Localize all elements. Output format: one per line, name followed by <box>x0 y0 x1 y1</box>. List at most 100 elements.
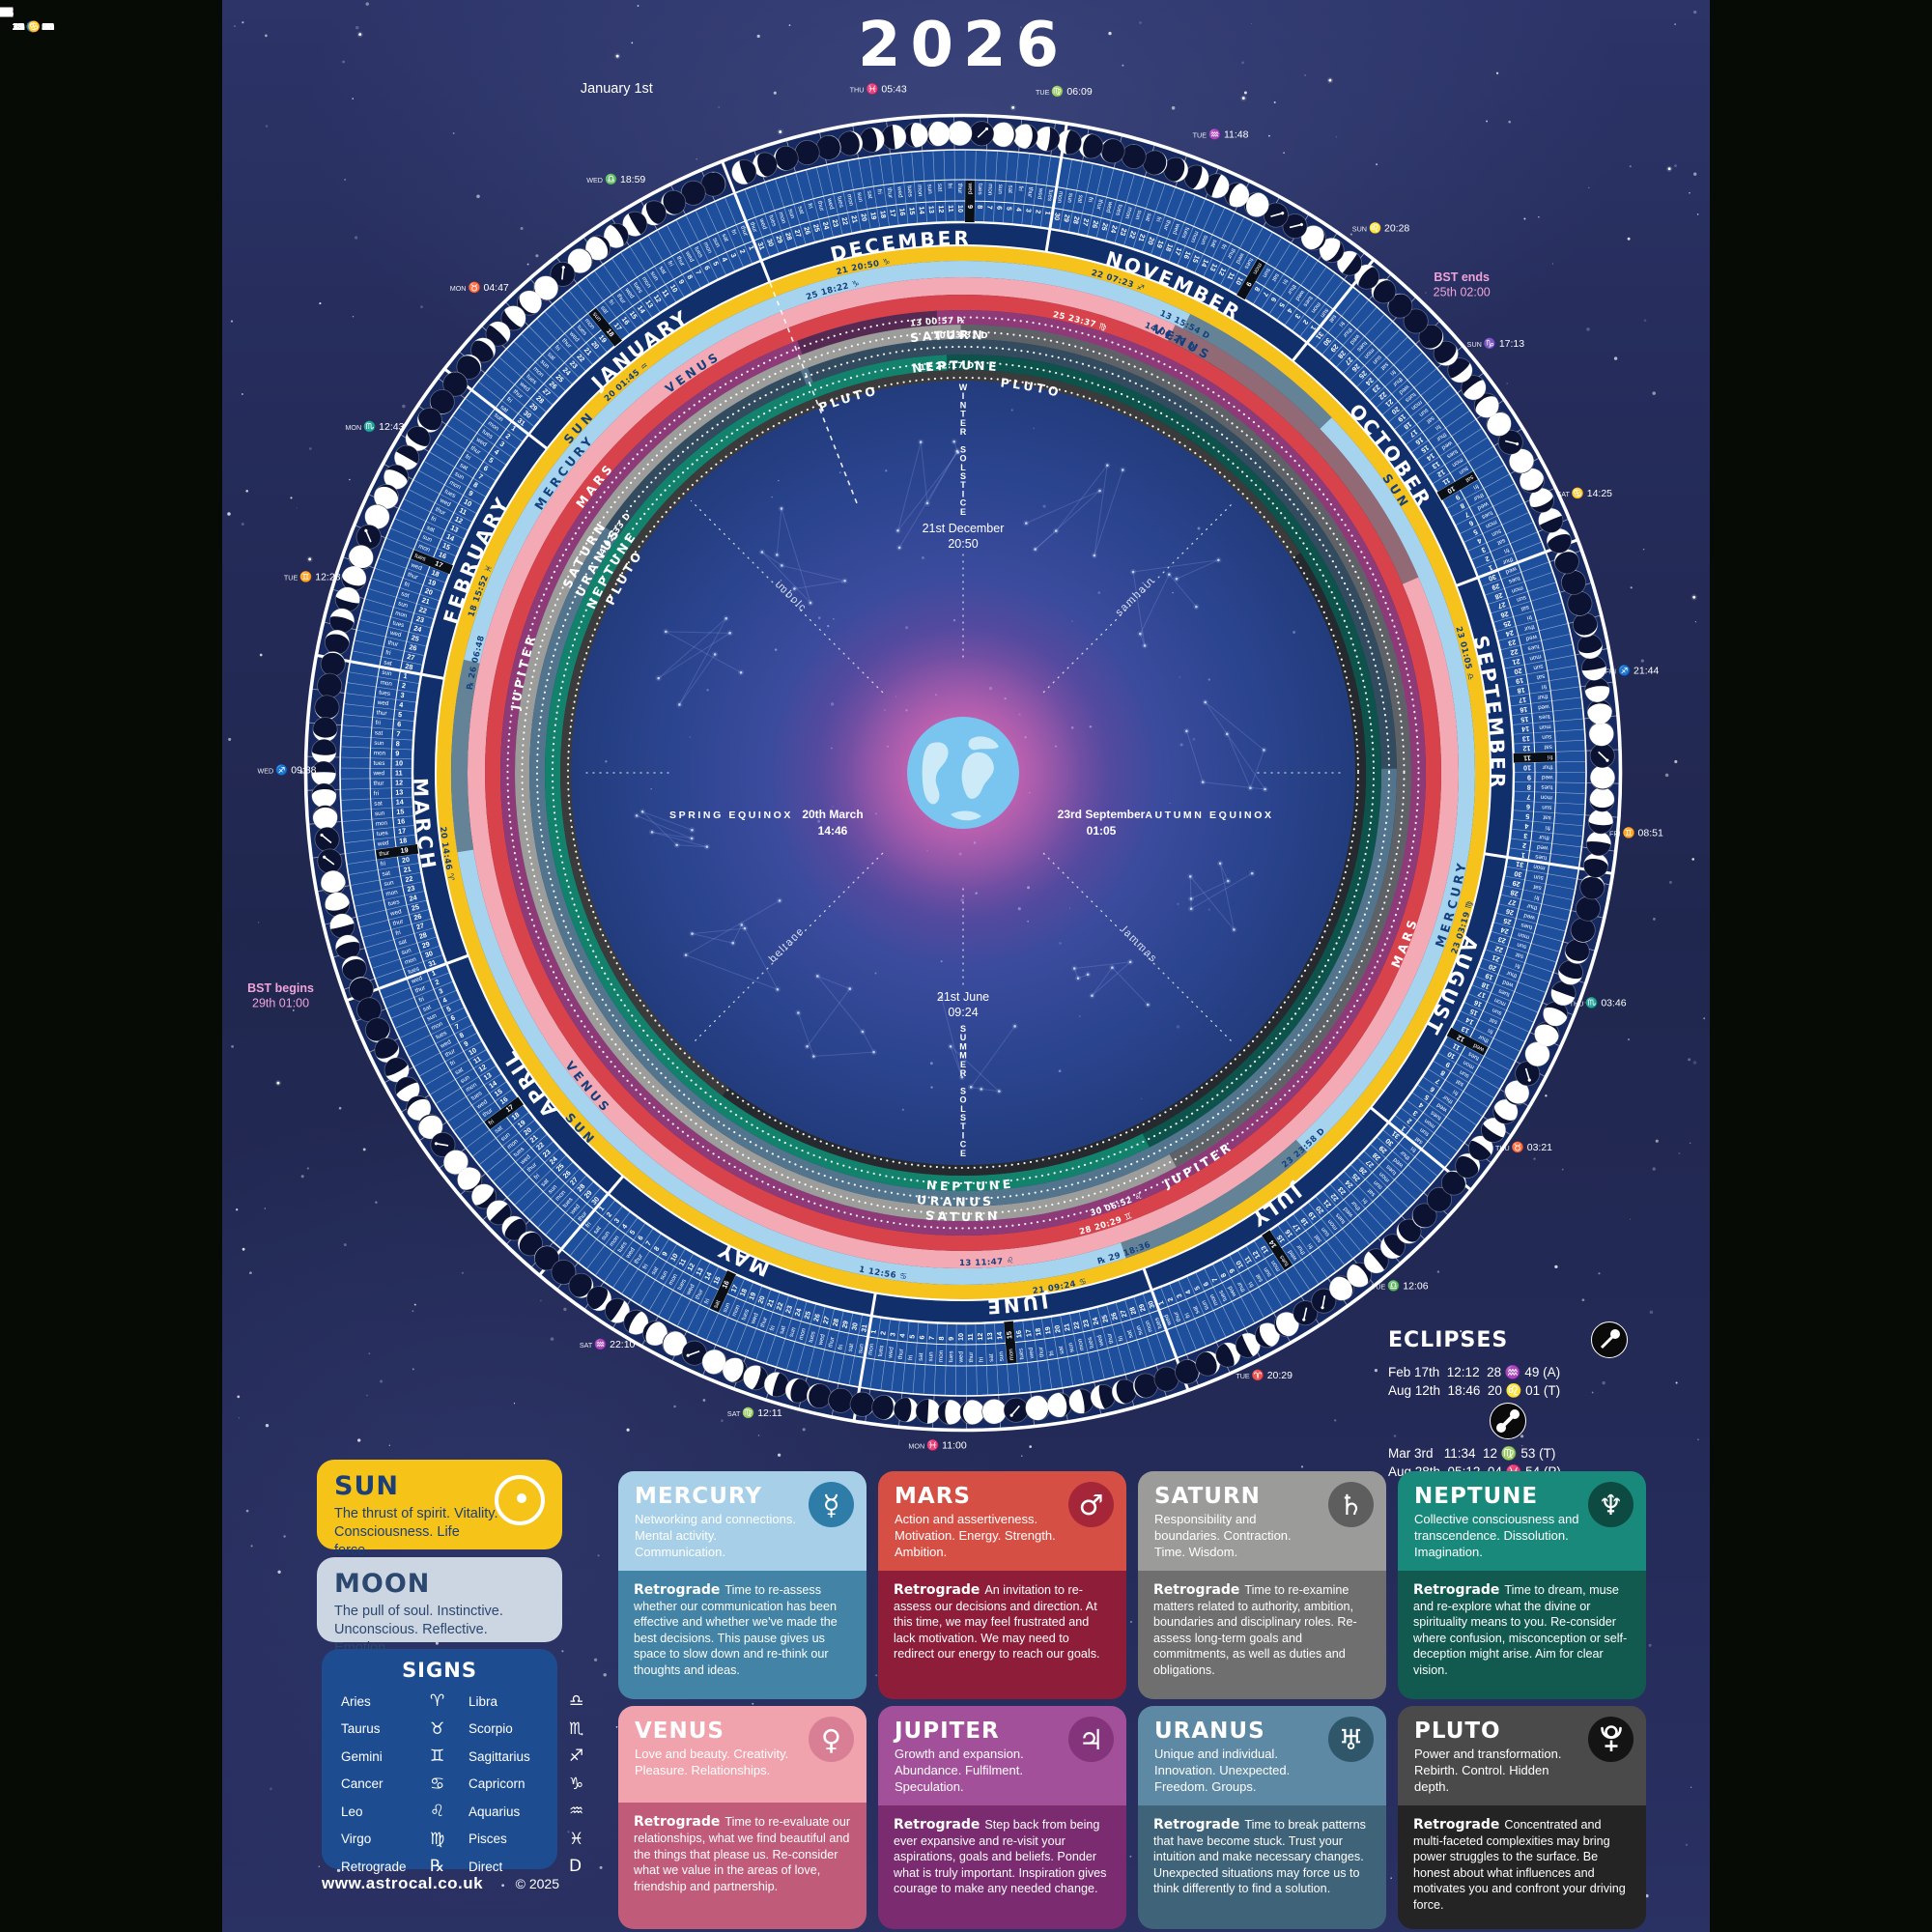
svg-text:sat: sat <box>1544 743 1552 750</box>
footer-site-link[interactable]: www.astrocal.co.uk <box>322 1874 484 1892</box>
svg-text:fri: fri <box>1337 320 1346 328</box>
svg-text:25: 25 <box>411 902 420 913</box>
planet-panel-mars: MARS Action and assertiveness. Motivation… <box>878 1471 1126 1699</box>
svg-text:sun: sun <box>998 1350 1006 1361</box>
svg-text:21: 21 <box>403 865 412 874</box>
solar-eclipse-icon <box>1591 1321 1628 1358</box>
svg-text:E: E <box>960 507 966 517</box>
svg-text:L: L <box>960 1104 966 1114</box>
svg-text:fri: fri <box>1017 185 1024 191</box>
planet-desc: Power and transformation. Rebirth. Contr… <box>1414 1747 1562 1794</box>
svg-text:9: 9 <box>463 1039 470 1049</box>
svg-text:7: 7 <box>927 1336 936 1340</box>
retrograde-desc: An invitation to re-assess our decisions… <box>894 1582 1100 1662</box>
svg-text:mon: mon <box>417 543 431 554</box>
svg-text:17: 17 <box>888 209 897 217</box>
svg-text:wed: wed <box>372 770 384 777</box>
eclipses-panel: ECLIPSES Feb 17th 12:12 28 ♒ 49 (A) Aug … <box>1388 1321 1628 1482</box>
svg-text:23: 23 <box>831 218 841 228</box>
svg-text:fri: fri <box>729 229 737 237</box>
svg-text:sat: sat <box>1313 1234 1323 1244</box>
moon-callout: FULL14:5302 ♊ 20 <box>0 0 54 33</box>
svg-text:mon: mon <box>1528 653 1542 662</box>
planet-panel-pluto: PLUTO Power and transformation. Rebirth. … <box>1398 1706 1646 1929</box>
svg-text:mon: mon <box>1539 724 1551 731</box>
retrograde-desc: Time to re-evaluate our relationships, w… <box>634 1815 851 1893</box>
svg-text:25: 25 <box>1502 619 1512 630</box>
svg-text:I: I <box>962 1130 965 1140</box>
planet-panel-venus: VENUS Love and beauty. Creativity. Pleasu… <box>618 1706 867 1929</box>
ring-label-neptune: NEPTUNE <box>926 1176 1015 1193</box>
svg-text:sun: sun <box>659 1269 669 1282</box>
svg-text:sun: sun <box>857 1343 866 1354</box>
svg-text:1: 1 <box>1488 563 1494 573</box>
svg-text:thur: thur <box>816 200 825 212</box>
moon-callout: NEW03:5424 ♊ 03 <box>0 0 53 33</box>
svg-text:sat: sat <box>400 590 410 599</box>
svg-text:tues: tues <box>906 185 914 197</box>
svg-text:wed: wed <box>958 1350 965 1363</box>
planet-panel-header: PLUTO Power and transformation. Rebirth. … <box>1398 1706 1646 1805</box>
ring-label-saturn: SATURN <box>909 327 985 345</box>
svg-text:9: 9 <box>660 1250 669 1258</box>
svg-text:T: T <box>960 410 966 419</box>
svg-text:sat: sat <box>459 462 469 471</box>
svg-text:sat: sat <box>1379 361 1390 372</box>
svg-text:mon: mon <box>430 1020 444 1032</box>
svg-text:tues: tues <box>1481 509 1494 521</box>
svg-text:28: 28 <box>1127 1306 1138 1316</box>
svg-text:31: 31 <box>427 957 438 968</box>
svg-text:3: 3 <box>888 1332 896 1337</box>
svg-text:fri: fri <box>978 1357 984 1362</box>
svg-text:17: 17 <box>1519 696 1527 705</box>
svg-text:R: R <box>960 1068 967 1078</box>
planet-name: MARS <box>895 1484 971 1509</box>
svg-text:sat: sat <box>988 1353 995 1362</box>
svg-text:14: 14 <box>396 797 404 806</box>
retrograde-word: Retrograde <box>894 1581 980 1598</box>
svg-text:27: 27 <box>541 386 553 398</box>
svg-text:mon: mon <box>1123 206 1133 219</box>
svg-text:10: 10 <box>956 1333 965 1341</box>
svg-text:wed: wed <box>388 629 402 639</box>
svg-text:16: 16 <box>1520 705 1528 715</box>
svg-text:17: 17 <box>1173 246 1183 257</box>
quarter-moon-marker: THU ♉ 03:21 <box>1495 1141 1552 1153</box>
svg-text:tues: tues <box>1218 1289 1230 1302</box>
quarter-moon-marker: MON ♏ 12:43 <box>345 420 404 433</box>
svg-text:20: 20 <box>1146 236 1156 246</box>
svg-text:10: 10 <box>668 1252 680 1263</box>
svg-text:15: 15 <box>1419 443 1431 455</box>
svg-text:wed: wed <box>1504 565 1519 576</box>
svg-text:fri: fri <box>375 720 381 726</box>
planet-panel-jupiter: JUPITER Growth and expansion. Abundance. … <box>878 1706 1126 1929</box>
sign-name: Retrograde <box>341 1859 407 1874</box>
svg-text:10: 10 <box>1446 1050 1457 1062</box>
svg-text:wed: wed <box>376 699 389 708</box>
svg-text:7: 7 <box>1434 1077 1441 1087</box>
svg-text:thur: thur <box>379 850 390 858</box>
svg-text:4: 4 <box>620 1222 630 1231</box>
svg-text:23: 23 <box>415 614 425 625</box>
svg-text:1: 1 <box>1309 324 1319 332</box>
svg-text:sat: sat <box>374 800 383 807</box>
svg-text:thur: thur <box>749 221 758 234</box>
svg-text:9: 9 <box>1454 493 1462 502</box>
planet-retrograde-text: Retrograde Time to re-evaluate our relati… <box>618 1803 867 1929</box>
svg-text:I: I <box>962 489 965 498</box>
svg-text:tues: tues <box>808 1330 817 1343</box>
svg-text:thur: thur <box>633 1253 644 1265</box>
retrograde-desc: Time to break patterns that have become … <box>1153 1817 1366 1896</box>
svg-text:6: 6 <box>449 1013 457 1023</box>
svg-text:2: 2 <box>1522 841 1527 850</box>
svg-text:fri: fri <box>1117 1335 1124 1342</box>
svg-text:sat: sat <box>779 1325 787 1335</box>
svg-text:13: 13 <box>482 1070 494 1082</box>
svg-text:12: 12 <box>652 293 664 304</box>
ring-venus <box>468 277 1459 1268</box>
svg-text:sun: sun <box>722 1301 732 1314</box>
svg-text:fri: fri <box>404 581 411 588</box>
svg-text:sat: sat <box>1126 1329 1135 1339</box>
svg-text:sun: sun <box>649 270 661 283</box>
svg-text:11: 11 <box>677 1257 689 1267</box>
